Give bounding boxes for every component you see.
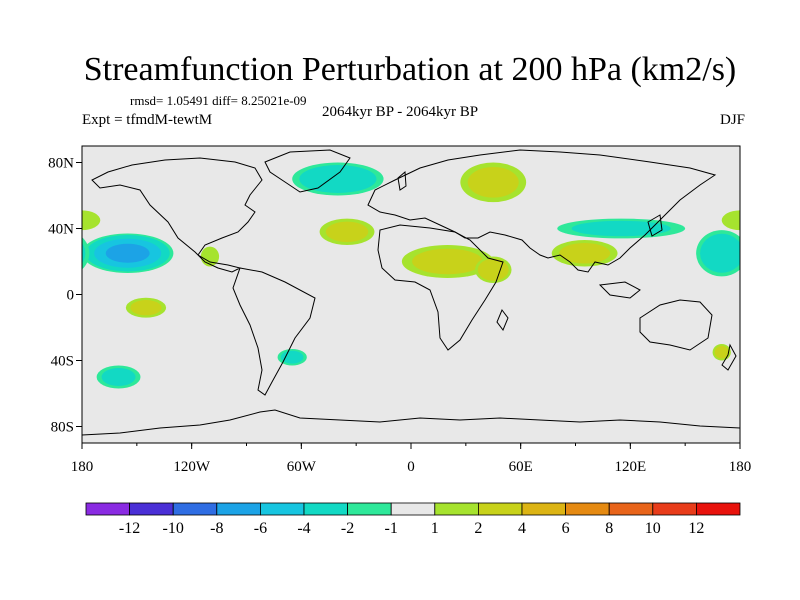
anomaly-contour xyxy=(325,221,369,243)
x-tick-label: 120E xyxy=(614,459,646,475)
x-tick-label: 60E xyxy=(509,459,533,475)
anomaly-contour xyxy=(130,300,162,316)
colorbar-label: -8 xyxy=(210,520,223,537)
anomaly-region xyxy=(474,256,512,283)
anomaly-contour xyxy=(82,210,101,231)
colorbar-label: 10 xyxy=(645,520,661,537)
colorbar-swatch xyxy=(434,502,479,516)
coastlines xyxy=(82,149,740,436)
colorbar-label: 1 xyxy=(431,520,439,537)
colorbar-label: 12 xyxy=(688,520,704,537)
anomaly-contour-wrap xyxy=(721,210,740,231)
colorbar-swatch xyxy=(608,502,654,516)
anomaly-contour-wrap xyxy=(82,237,90,270)
colorbar-swatch xyxy=(216,502,261,516)
anomaly-contour xyxy=(299,165,377,193)
anomaly-contour xyxy=(105,243,150,263)
colorbar-label: 2 xyxy=(474,520,482,537)
y-tick-label: 40S xyxy=(51,354,74,370)
anomaly-contour xyxy=(714,345,729,359)
colorbar-swatch xyxy=(347,502,392,516)
colorbar-label: -1 xyxy=(385,520,398,537)
colorbar-swatch xyxy=(565,502,610,516)
anomaly-region xyxy=(200,246,220,267)
anomaly-region xyxy=(712,344,731,361)
rmsd-diff-stats: rmsd= 1.05491 diff= 8.25021e-09 xyxy=(130,93,307,108)
x-tick-label: 180 xyxy=(71,459,94,475)
colorbar-label: -10 xyxy=(163,520,184,537)
colorbar-label: -12 xyxy=(119,520,140,537)
colorbar-swatch xyxy=(696,502,741,516)
anomaly-region xyxy=(696,230,740,277)
anomaly-contour xyxy=(571,220,671,237)
colorbar-label: 4 xyxy=(518,520,526,537)
colorbar-swatch xyxy=(172,502,218,516)
anomaly-region xyxy=(401,245,494,278)
anomaly-contour xyxy=(412,248,483,275)
colorbar-swatch xyxy=(652,502,697,516)
y-tick-label: 40N xyxy=(48,222,74,238)
colorbar-label: -4 xyxy=(297,520,310,537)
anomaly-region xyxy=(96,365,141,389)
colorbar-swatch xyxy=(477,502,523,516)
colorbar-swatch xyxy=(259,502,305,516)
x-tick-label: 120W xyxy=(173,459,211,475)
anomaly-region xyxy=(292,162,384,196)
chart-title: Streamfunction Perturbation at 200 hPa (… xyxy=(83,51,737,88)
colorbar-label: -2 xyxy=(341,520,354,537)
x-axis: 180 120W 60W 0 60E 120E 180 xyxy=(71,443,752,475)
anomaly-contour xyxy=(467,166,519,198)
colorbar-label: 6 xyxy=(562,520,570,537)
colorbar-swatch xyxy=(390,502,436,516)
anomaly-region xyxy=(551,240,618,267)
colorbar-swatch xyxy=(129,502,174,516)
anomaly-contour xyxy=(280,350,304,364)
y-tick-label: 80S xyxy=(51,420,74,436)
y-tick-label: 80N xyxy=(48,156,74,172)
map-background xyxy=(82,146,740,443)
colorbar-swatch xyxy=(85,502,130,516)
anomaly-region xyxy=(82,210,101,231)
anomaly-region xyxy=(557,218,686,239)
y-tick-label: 0 xyxy=(67,288,75,304)
anomaly-contour xyxy=(200,246,220,267)
season-label: DJF xyxy=(719,112,745,128)
x-tick-label: 60W xyxy=(287,459,317,475)
anomaly-layer xyxy=(82,162,740,389)
colorbar-label: 8 xyxy=(605,520,613,537)
anomaly-contour-wrap xyxy=(82,242,86,264)
anomaly-contour xyxy=(700,233,740,273)
y-axis: 80N 40N 0 40S 80S xyxy=(48,156,82,436)
anomaly-contour xyxy=(101,368,136,386)
anomaly-region xyxy=(125,297,167,318)
colorbar-swatch xyxy=(303,502,348,516)
colorbar-label: -6 xyxy=(254,520,267,537)
x-tick-label: 0 xyxy=(407,459,415,475)
experiment-label: Expt = tfmdM-tewtM xyxy=(82,112,213,128)
anomaly-region xyxy=(319,218,375,245)
x-tick-label: 180 xyxy=(729,459,752,475)
anomaly-contour xyxy=(559,243,611,264)
colorbar-swatch xyxy=(521,502,566,516)
anomaly-region xyxy=(460,162,527,203)
time-period-subtitle: 2064kyr BP - 2064kyr BP xyxy=(321,104,479,120)
anomaly-region xyxy=(82,233,174,274)
colorbar: -12 -10 -8 -6 -4 -2 -1 1 2 4 6 8 10 12 xyxy=(85,502,741,537)
anomaly-contour xyxy=(477,258,509,281)
